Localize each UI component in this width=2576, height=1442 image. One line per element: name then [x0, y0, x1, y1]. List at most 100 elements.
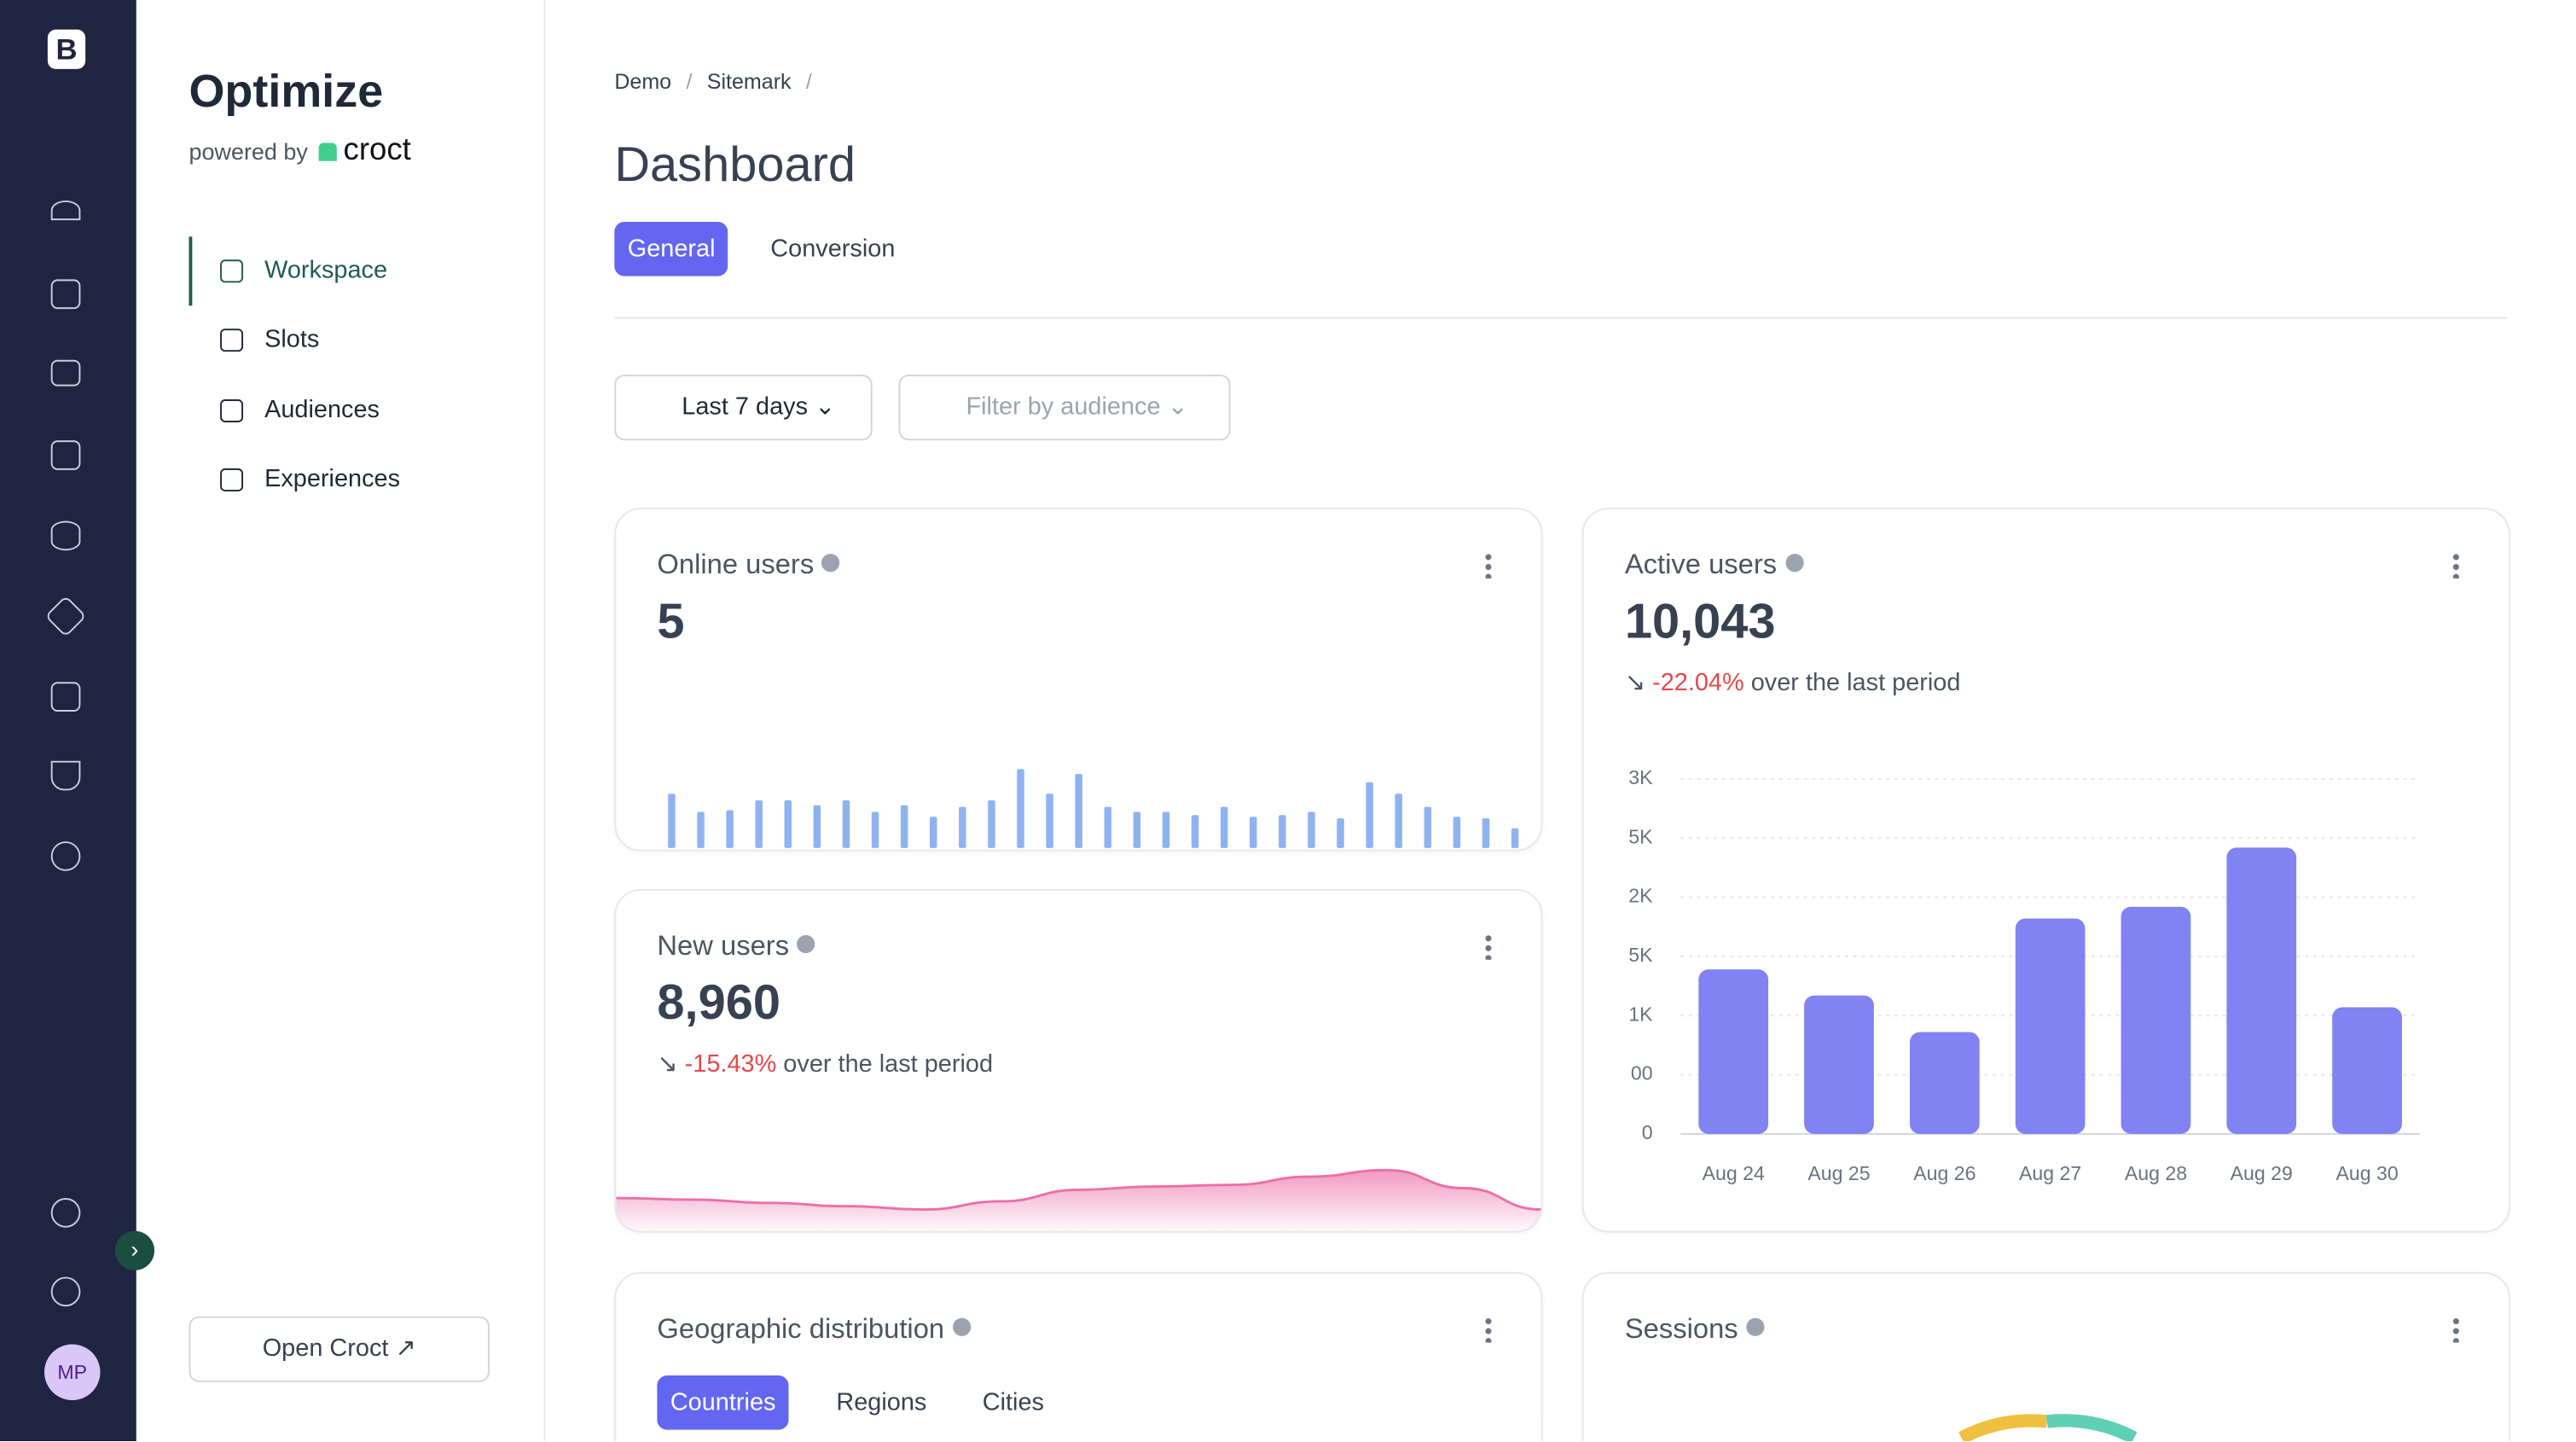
x-tick-label: Aug 24	[1703, 1162, 1765, 1184]
change-text: over the last period	[783, 1050, 994, 1079]
nav-item[interactable]: Workspace	[220, 256, 387, 284]
y-tick-label: 2K	[1628, 885, 1653, 907]
nav-icon[interactable]	[50, 279, 81, 310]
nav-item[interactable]: Experiences	[220, 465, 400, 493]
nav-icon[interactable]	[50, 682, 81, 712]
avatar[interactable]: MP	[44, 1344, 101, 1400]
open-croct-button[interactable]: Open Croct ↗	[189, 1316, 490, 1382]
bar	[988, 799, 995, 848]
bar	[2332, 1007, 2402, 1134]
nav-icon	[220, 259, 244, 283]
tab[interactable]: Cities	[982, 1388, 1045, 1417]
nav-icon[interactable]	[50, 520, 81, 551]
breadcrumb-item[interactable]: Sitemark	[707, 69, 827, 94]
y-tick-label: 5K	[1628, 944, 1653, 966]
bar	[1366, 782, 1373, 848]
y-tick-label: 00	[1631, 1062, 1653, 1084]
breadcrumb-item[interactable]: Demo	[614, 69, 706, 94]
bar	[1104, 806, 1112, 848]
audience-filter[interactable]: Filter by audience ⌄	[898, 375, 1231, 441]
collapse-toggle[interactable]: ›	[114, 1230, 155, 1270]
button-label: Open Croct	[262, 1334, 389, 1363]
y-tick-label: 1K	[1628, 1003, 1653, 1025]
bar	[1424, 806, 1432, 848]
page-title: Dashboard	[614, 137, 856, 193]
online-users-card: Online users 5	[614, 508, 1543, 852]
menu[interactable]	[1485, 552, 1492, 579]
app-title: Optimize	[189, 66, 384, 117]
metric-value: 8,960	[657, 976, 781, 1031]
bar	[784, 799, 792, 848]
breadcrumb: DemoSitemark	[614, 69, 827, 94]
bar	[1453, 817, 1461, 848]
sessions-pie-edge	[1958, 1414, 2138, 1442]
menu[interactable]	[1485, 933, 1492, 960]
change: ↘ -22.04% over the last period	[1624, 668, 1961, 697]
logo[interactable]: B	[47, 29, 86, 69]
nav-icon[interactable]	[50, 760, 81, 791]
area-line	[616, 1168, 1541, 1211]
bar	[1249, 817, 1257, 848]
nav-item[interactable]: Audiences	[220, 395, 380, 423]
nav-icon[interactable]	[44, 595, 87, 637]
sidebar: Optimize powered by croct Workspace Slots…	[136, 0, 546, 1442]
bar	[813, 805, 821, 848]
menu[interactable]	[1485, 1316, 1492, 1343]
x-tick-label: Aug 26	[1913, 1162, 1976, 1184]
bar	[1909, 1032, 1980, 1134]
bar	[1482, 818, 1490, 848]
y-tick-label: 5K	[1628, 825, 1653, 847]
bar	[1308, 811, 1315, 848]
nav-icon[interactable]	[50, 1198, 81, 1228]
menu[interactable]	[2452, 552, 2460, 579]
nav-icon[interactable]	[50, 440, 81, 470]
tab[interactable]: Regions	[836, 1388, 927, 1417]
nav-icon[interactable]	[50, 200, 81, 221]
tab-active[interactable]: Countries	[657, 1375, 789, 1430]
change: ↘ -15.43% over the last period	[657, 1050, 994, 1079]
change-text: over the last period	[1750, 668, 1961, 697]
nav-icon[interactable]	[50, 841, 81, 871]
bar	[1337, 818, 1344, 848]
online-chart	[668, 769, 1519, 848]
nav-icon	[220, 329, 244, 352]
tab-active[interactable]: General	[614, 222, 728, 276]
bar	[1395, 794, 1402, 848]
divider	[614, 317, 2508, 319]
bar	[1698, 969, 1769, 1134]
bar	[1279, 815, 1286, 848]
card-title: Sessions	[1625, 1313, 1765, 1346]
bar	[755, 799, 763, 848]
x-tick-label: Aug 28	[2125, 1162, 2187, 1184]
bar	[900, 805, 908, 848]
title-text: New users	[657, 930, 790, 962]
card-title: Geographic distribution	[657, 1313, 971, 1346]
menu[interactable]	[2452, 1316, 2460, 1343]
bar	[1511, 828, 1519, 848]
nav-icon	[220, 398, 244, 422]
x-tick-label: Aug 25	[1807, 1162, 1870, 1184]
bar	[1046, 794, 1053, 848]
nav-icon[interactable]	[50, 359, 81, 387]
new-users-chart	[616, 1168, 1541, 1231]
tab[interactable]: Conversion	[770, 235, 896, 264]
metric-value: 10,043	[1624, 595, 1776, 649]
bar	[1162, 811, 1170, 848]
bar	[726, 810, 734, 848]
y-tick-label: 3K	[1628, 766, 1653, 788]
bar	[2121, 906, 2191, 1134]
card-title: Online users	[657, 549, 841, 582]
nav-icon[interactable]	[50, 1276, 81, 1307]
bar	[2015, 918, 2086, 1134]
icon-rail: B MP	[0, 0, 136, 1442]
powered-by: powered by	[189, 137, 308, 165]
title-text: Sessions	[1624, 1312, 1738, 1345]
date-filter[interactable]: Last 7 days ⌄	[614, 375, 873, 441]
bar	[1191, 815, 1199, 848]
bar	[2226, 847, 2297, 1134]
title-text: Online users	[657, 549, 815, 580]
x-tick-label: Aug 27	[2019, 1162, 2081, 1184]
bar	[668, 794, 676, 848]
nav-item[interactable]: Slots	[220, 326, 319, 354]
